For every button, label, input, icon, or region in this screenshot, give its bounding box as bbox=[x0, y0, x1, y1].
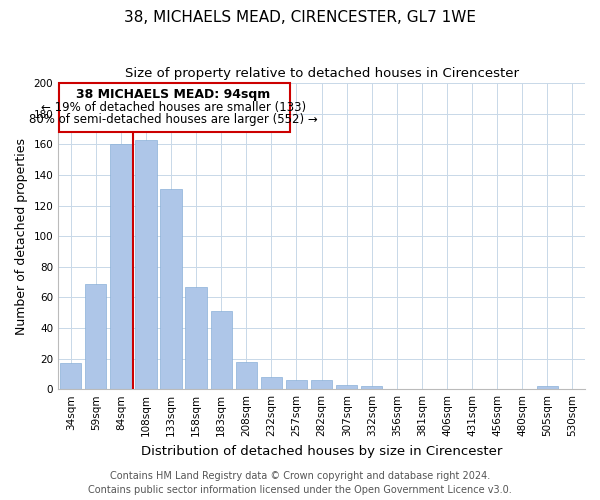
Bar bbox=[60, 363, 82, 389]
Title: Size of property relative to detached houses in Cirencester: Size of property relative to detached ho… bbox=[125, 68, 518, 80]
Bar bbox=[85, 284, 106, 389]
Bar bbox=[110, 144, 131, 389]
Bar bbox=[336, 384, 358, 389]
Text: ← 19% of detached houses are smaller (133): ← 19% of detached houses are smaller (13… bbox=[41, 100, 306, 114]
FancyBboxPatch shape bbox=[59, 83, 290, 132]
Bar bbox=[136, 140, 157, 389]
Bar bbox=[160, 188, 182, 389]
X-axis label: Distribution of detached houses by size in Cirencester: Distribution of detached houses by size … bbox=[141, 444, 502, 458]
Bar bbox=[311, 380, 332, 389]
Text: 38, MICHAELS MEAD, CIRENCESTER, GL7 1WE: 38, MICHAELS MEAD, CIRENCESTER, GL7 1WE bbox=[124, 10, 476, 25]
Bar bbox=[236, 362, 257, 389]
Text: Contains HM Land Registry data © Crown copyright and database right 2024.
Contai: Contains HM Land Registry data © Crown c… bbox=[88, 471, 512, 495]
Bar bbox=[211, 311, 232, 389]
Text: 38 MICHAELS MEAD: 94sqm: 38 MICHAELS MEAD: 94sqm bbox=[76, 88, 271, 102]
Bar bbox=[185, 286, 207, 389]
Text: 80% of semi-detached houses are larger (552) →: 80% of semi-detached houses are larger (… bbox=[29, 113, 318, 126]
Y-axis label: Number of detached properties: Number of detached properties bbox=[15, 138, 28, 334]
Bar bbox=[361, 386, 382, 389]
Bar bbox=[286, 380, 307, 389]
Bar bbox=[261, 377, 282, 389]
Bar bbox=[537, 386, 558, 389]
